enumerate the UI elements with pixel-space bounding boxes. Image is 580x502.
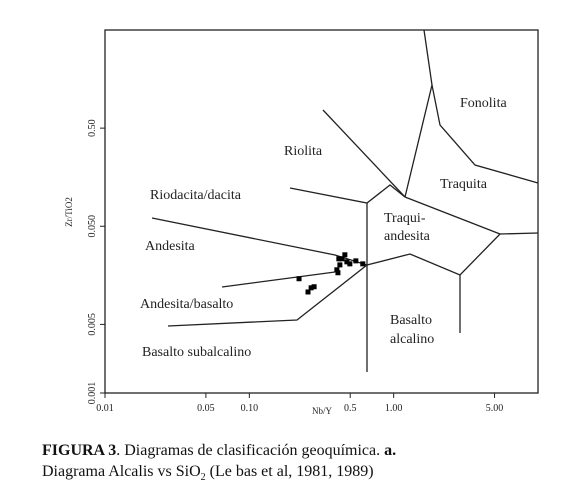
y-tick-label: 0.005 [87,313,98,336]
region-label: alcalino [390,332,434,347]
point [337,262,343,268]
boundary [322,109,406,198]
point [308,285,314,291]
x-tick-label: 0.5 [344,403,357,414]
point [339,256,345,262]
caption-ref: (Le bas et al, 1981, 1989) [209,463,374,480]
caption-sub: 2 [200,472,206,484]
caption: FIGURA 3. Diagramas de clasificación geo… [42,440,542,488]
region-label: Andesita [145,239,196,254]
region-label: Andesita/basalto [140,297,233,312]
y-tick-label: 0.001 [87,382,98,405]
region-label: andesita [384,229,431,244]
x-tick-label: 5.00 [486,403,504,414]
x-tick-label: 0.01 [96,403,114,414]
chart: Fonolita Riolita Traquita Riodacita/daci… [64,29,539,416]
y-tick-label: 0.50 [87,119,98,137]
region-label: Riolita [284,144,323,159]
point [335,270,341,276]
caption-line: Diagrama Alcalis vs SiO [42,463,201,480]
x-tick-label: 1.00 [385,403,403,414]
boundaries [104,29,539,394]
boundary [431,84,539,184]
boundary [289,184,406,204]
x-axis-label: Nb/Y [312,406,333,416]
region-label: Basalto [390,313,432,328]
boundary [404,196,501,235]
region-label: Traqui- [384,211,426,226]
caption-part: a. [384,442,397,459]
region-label: Traquita [440,177,488,192]
plot-frame [104,29,539,394]
region-label: Fonolita [460,96,507,111]
point [342,252,348,258]
x-tick-label: 0.10 [241,403,259,414]
point [360,261,366,267]
caption-label: FIGURA 3 [42,442,117,459]
point [311,284,317,290]
point [336,256,342,262]
boundary [221,271,336,288]
point [347,261,353,267]
point [305,289,311,295]
point [334,267,340,273]
caption-text: . Diagramas de clasificación geoquímica. [116,442,381,459]
y-tick-label: 0.050 [87,215,98,238]
boundary [404,29,433,198]
point [344,259,350,265]
y-axis-label: Zr/TiO2 [64,197,74,227]
point [353,258,359,264]
boundary [167,232,539,327]
region-label: Riodacita/dacita [150,188,242,203]
point [296,276,302,282]
x-tick-label: 0.05 [197,403,215,414]
region-label: Basalto subalcalino [142,345,251,360]
